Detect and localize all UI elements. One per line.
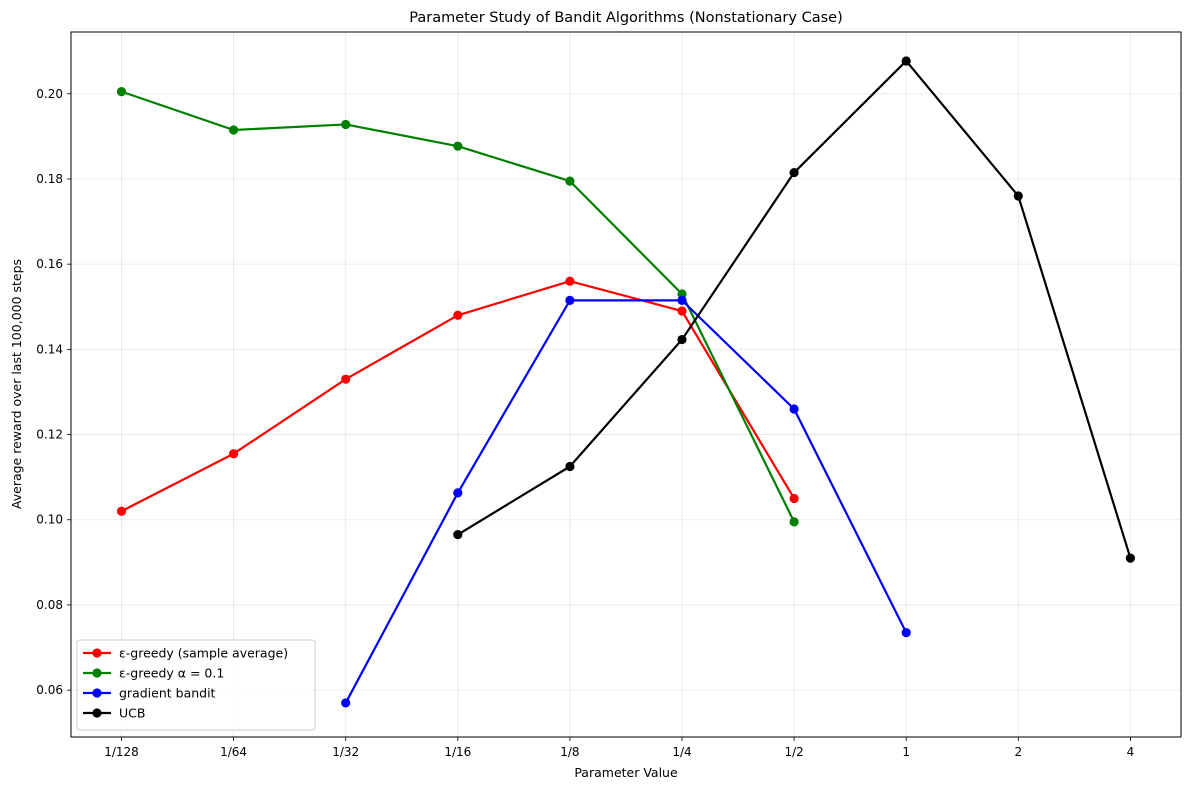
- legend-label: ε-greedy (sample average): [119, 646, 288, 661]
- legend-item: gradient bandit: [83, 686, 216, 701]
- data-point: [453, 530, 463, 540]
- x-tick-label: 1/16: [444, 745, 471, 759]
- legend-item: UCB: [83, 706, 145, 721]
- y-tick-label: 0.12: [36, 428, 63, 442]
- y-axis-label: Average reward over last 100,000 steps: [9, 259, 24, 509]
- legend: ε-greedy (sample average) ε-greedy α = 0.…: [76, 639, 316, 731]
- x-tick-label: 1/2: [784, 745, 803, 759]
- data-point: [453, 310, 463, 320]
- data-point: [341, 374, 351, 384]
- legend-swatch-marker: [92, 668, 102, 678]
- y-tick-label: 0.08: [36, 598, 63, 612]
- x-tick-label: 1/8: [560, 745, 579, 759]
- data-point: [229, 449, 239, 459]
- data-point: [901, 628, 911, 638]
- series-ε-greedy α = 0.1: [116, 87, 799, 527]
- y-axis-ticks: 0.06 0.08 0.10 0.12 0.14 0.16 0.18 0.20: [36, 87, 71, 697]
- x-axis-ticks: 1/128 1/64 1/32 1/16 1/8 1/4 1/2 1 2 4: [104, 737, 1134, 759]
- series-line: [344, 299, 908, 704]
- data-point: [116, 87, 127, 97]
- series-ε-greedy (sample average): [116, 276, 799, 516]
- y-tick-label: 0.16: [36, 257, 63, 271]
- legend-item: ε-greedy (sample average): [83, 646, 288, 661]
- x-tick-label: 4: [1127, 745, 1135, 759]
- data-point: [341, 698, 351, 708]
- data-point: [116, 506, 127, 516]
- chart-title: Parameter Study of Bandit Algorithms (No…: [409, 10, 842, 26]
- series-layer: [116, 56, 1135, 708]
- data-point: [565, 276, 575, 286]
- y-tick-label: 0.20: [36, 87, 63, 101]
- series-gradient bandit: [341, 295, 911, 708]
- x-tick-label: 1/32: [332, 745, 359, 759]
- data-point: [565, 461, 575, 472]
- x-tick-label: 1/128: [104, 745, 139, 759]
- legend-label: ε-greedy α = 0.1: [119, 666, 224, 681]
- data-point: [453, 488, 463, 498]
- data-point: [677, 289, 687, 299]
- legend-swatch-marker: [92, 688, 102, 698]
- data-point: [789, 517, 799, 527]
- legend-swatch-marker: [92, 708, 102, 718]
- x-tick-label: 1/4: [672, 745, 691, 759]
- legend-item: ε-greedy α = 0.1: [83, 666, 224, 681]
- legend-box: [76, 639, 316, 731]
- x-axis-label: Parameter Value: [574, 765, 678, 780]
- y-tick-label: 0.10: [36, 513, 63, 527]
- data-point: [1125, 553, 1135, 563]
- data-point: [677, 295, 687, 305]
- data-point: [677, 334, 687, 345]
- series-UCB: [453, 56, 1135, 563]
- data-point: [1013, 191, 1023, 201]
- y-tick-label: 0.18: [36, 172, 63, 186]
- y-tick-label: 0.06: [36, 683, 63, 697]
- legend-swatch-marker: [92, 648, 102, 658]
- legend-label: UCB: [119, 706, 145, 721]
- data-point: [229, 125, 239, 135]
- legend-label: gradient bandit: [119, 686, 216, 701]
- grid: [71, 32, 1181, 737]
- x-tick-label: 2: [1014, 745, 1022, 759]
- plot-frame: [70, 31, 1182, 738]
- data-point: [789, 167, 799, 178]
- x-tick-label: 1: [902, 745, 910, 759]
- data-point: [677, 306, 687, 316]
- data-point: [565, 295, 575, 305]
- data-point: [901, 56, 911, 66]
- data-point: [453, 141, 463, 151]
- x-tick-label: 1/64: [220, 745, 247, 759]
- data-point: [789, 404, 799, 414]
- data-point: [565, 176, 575, 186]
- y-tick-label: 0.14: [36, 342, 63, 356]
- data-point: [341, 119, 351, 130]
- data-point: [789, 493, 799, 504]
